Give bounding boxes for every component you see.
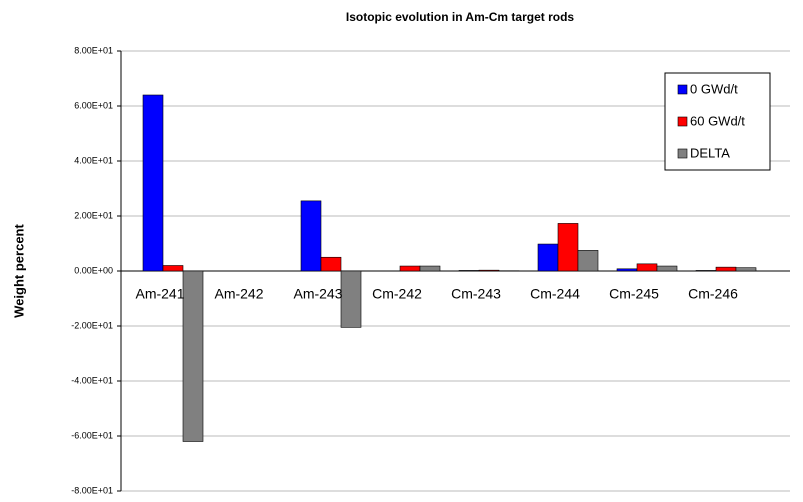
legend-swatch: [677, 84, 688, 95]
x-tick-label: Cm-244: [530, 286, 580, 302]
legend-swatch: [677, 116, 688, 127]
bar: [557, 223, 579, 272]
y-tick-label: -2.00E+01: [71, 320, 113, 330]
bar: [577, 250, 599, 272]
y-tick-label: -4.00E+01: [71, 375, 113, 385]
y-tick-label: 4.00E+01: [74, 155, 113, 165]
bar: [300, 200, 322, 272]
bar: [399, 265, 421, 272]
bar: [419, 265, 441, 272]
x-tick-label: Cm-245: [609, 286, 659, 302]
bar: [656, 265, 678, 272]
y-tick-label: -8.00E+01: [71, 485, 113, 495]
y-tick-label: 8.00E+01: [74, 45, 113, 55]
y-tick-label: 2.00E+01: [74, 210, 113, 220]
bar: [182, 270, 204, 442]
legend-label: 60 GWd/t: [690, 113, 745, 128]
x-tick-label: Cm-246: [688, 286, 738, 302]
legend-label: 0 GWd/t: [690, 81, 738, 96]
bar: [162, 265, 184, 272]
bar: [340, 270, 362, 328]
bar: [537, 243, 559, 272]
x-tick-label: Cm-243: [451, 286, 501, 302]
chart-title: Isotopic evolution in Am-Cm target rods: [346, 10, 575, 24]
bar: [320, 256, 342, 272]
y-tick-label: 6.00E+01: [74, 100, 113, 110]
y-axis-label: Weight percent: [11, 224, 26, 318]
legend-swatch: [677, 148, 688, 159]
x-tick-label: Cm-242: [372, 286, 422, 302]
bar: [715, 266, 737, 272]
x-tick-label: Am-243: [293, 286, 342, 302]
x-tick-label: Am-242: [214, 286, 263, 302]
x-tick-label: Am-241: [135, 286, 184, 302]
bar: [478, 269, 500, 272]
bar: [735, 267, 757, 272]
y-tick-label: 0.00E+00: [74, 265, 113, 275]
bar: [616, 268, 638, 272]
bar: [142, 94, 164, 272]
bar: [695, 270, 717, 272]
bar: [458, 270, 480, 272]
bar: [636, 263, 658, 272]
y-tick-label: -6.00E+01: [71, 430, 113, 440]
legend-label: DELTA: [690, 145, 730, 160]
